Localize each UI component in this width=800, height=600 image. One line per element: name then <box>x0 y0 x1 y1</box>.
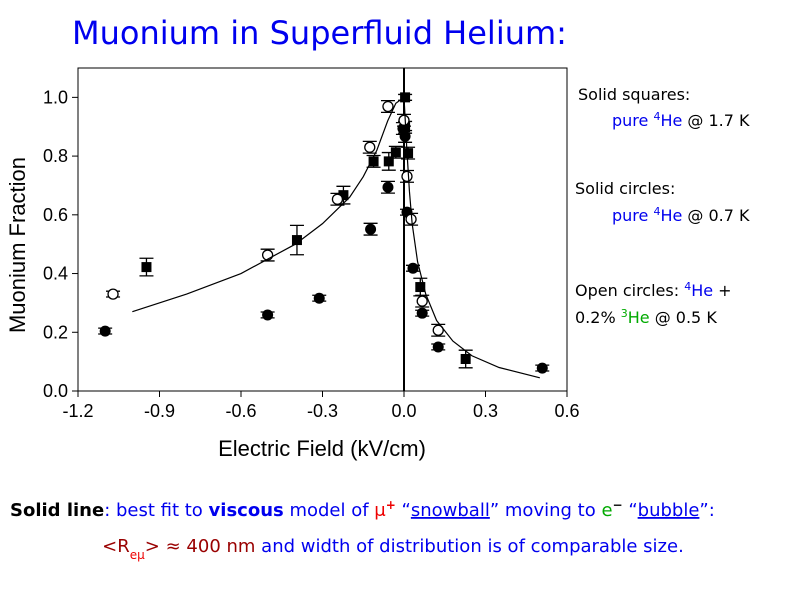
point <box>407 262 419 274</box>
caption: Solid line: best fit to viscous model of… <box>10 498 715 521</box>
note-text: He <box>660 206 682 225</box>
point <box>401 170 413 183</box>
point <box>365 223 377 235</box>
point <box>460 353 471 364</box>
note-text: 0.2% <box>575 308 621 327</box>
x-tick-label: 0.3 <box>473 401 498 421</box>
point <box>313 292 325 304</box>
point <box>390 147 401 158</box>
note: Open circles: 4He + <box>575 280 732 301</box>
caption: <Reμ> ≈ 400 nm and width of distribution… <box>102 536 684 562</box>
y-tick-label: 0.4 <box>43 264 68 284</box>
caption-text: e <box>601 500 612 521</box>
x-tick-label: -0.9 <box>144 401 175 421</box>
caption-text: : best fit to <box>104 500 208 521</box>
caption-text: and width of distribution is of comparab… <box>255 536 683 557</box>
caption-text: “ <box>623 500 638 521</box>
point <box>141 262 152 273</box>
point <box>416 307 428 319</box>
y-tick-label: 0.0 <box>43 381 68 401</box>
point <box>382 181 394 193</box>
y-tick-label: 0.6 <box>43 205 68 225</box>
y-axis-label: Muonium Fraction <box>5 157 30 333</box>
caption-text: + <box>386 498 396 512</box>
point <box>107 288 119 300</box>
point <box>432 341 444 353</box>
note-text: pure <box>612 206 653 225</box>
point <box>400 92 411 103</box>
point <box>291 235 302 246</box>
note-text: + <box>713 281 732 300</box>
note: 0.2% 3He @ 0.5 K <box>575 307 717 328</box>
x-tick-label: 0.0 <box>391 401 416 421</box>
plot-frame <box>77 67 568 392</box>
note-text: pure <box>612 111 653 130</box>
x-axis-label: Electric Field (kV/cm) <box>218 436 426 461</box>
caption-text: ” moving to <box>490 500 602 521</box>
x-tick-label: -1.2 <box>62 401 93 421</box>
point <box>416 295 428 307</box>
note: Solid circles: <box>575 179 675 198</box>
point <box>403 148 414 159</box>
note: Solid squares: <box>578 85 690 104</box>
caption-text: bubble <box>638 500 700 521</box>
note-text: He <box>691 281 713 300</box>
y-tick-label: 0.2 <box>43 322 68 342</box>
note-text: 4 <box>684 280 691 293</box>
x-tick-label: 0.6 <box>554 401 579 421</box>
caption-text: snowball <box>411 500 490 521</box>
caption-text: > <box>145 536 160 557</box>
title: Muonium in Superfluid Helium: <box>72 14 567 52</box>
caption-text: Solid line <box>10 500 104 521</box>
caption-text: model of <box>284 500 375 521</box>
caption-text: <R <box>102 536 130 557</box>
note-text: @ 0.5 K <box>650 308 718 327</box>
point <box>364 141 376 153</box>
note-text: 4 <box>653 110 660 123</box>
caption-text: ≈ 400 nm <box>160 536 256 557</box>
note-text: @ 1.7 K <box>682 111 750 130</box>
point <box>432 324 444 336</box>
point <box>383 156 394 167</box>
note-text: He <box>660 111 682 130</box>
note-text: @ 0.7 K <box>682 206 750 225</box>
point <box>399 130 411 142</box>
note-text: He <box>628 308 650 327</box>
note-text: 4 <box>653 205 660 218</box>
note: pure 4He @ 1.7 K <box>612 110 750 131</box>
caption-text: − <box>613 498 623 512</box>
note-text: 3 <box>621 307 628 320</box>
x-tick-label: -0.6 <box>225 401 256 421</box>
x-tick-label: -0.3 <box>307 401 338 421</box>
point <box>382 100 394 113</box>
point <box>536 362 548 374</box>
note-text: Solid circles: <box>575 179 675 198</box>
note-text: Open circles: <box>575 281 684 300</box>
fit-line <box>132 96 540 379</box>
caption-text: “ <box>396 500 411 521</box>
point <box>398 114 410 126</box>
note: pure 4He @ 0.7 K <box>612 205 750 226</box>
caption-text: viscous <box>209 500 284 521</box>
point <box>415 282 426 293</box>
caption-text: ”: <box>699 500 714 521</box>
point <box>368 156 379 167</box>
caption-text: μ <box>374 500 386 521</box>
point <box>262 309 274 321</box>
point <box>331 193 344 205</box>
note-text: Solid squares: <box>578 85 690 104</box>
point <box>338 190 349 201</box>
y-tick-label: 1.0 <box>43 87 68 107</box>
y-tick-label: 0.8 <box>43 146 68 166</box>
point <box>99 325 111 337</box>
caption-text: eμ <box>130 548 145 562</box>
